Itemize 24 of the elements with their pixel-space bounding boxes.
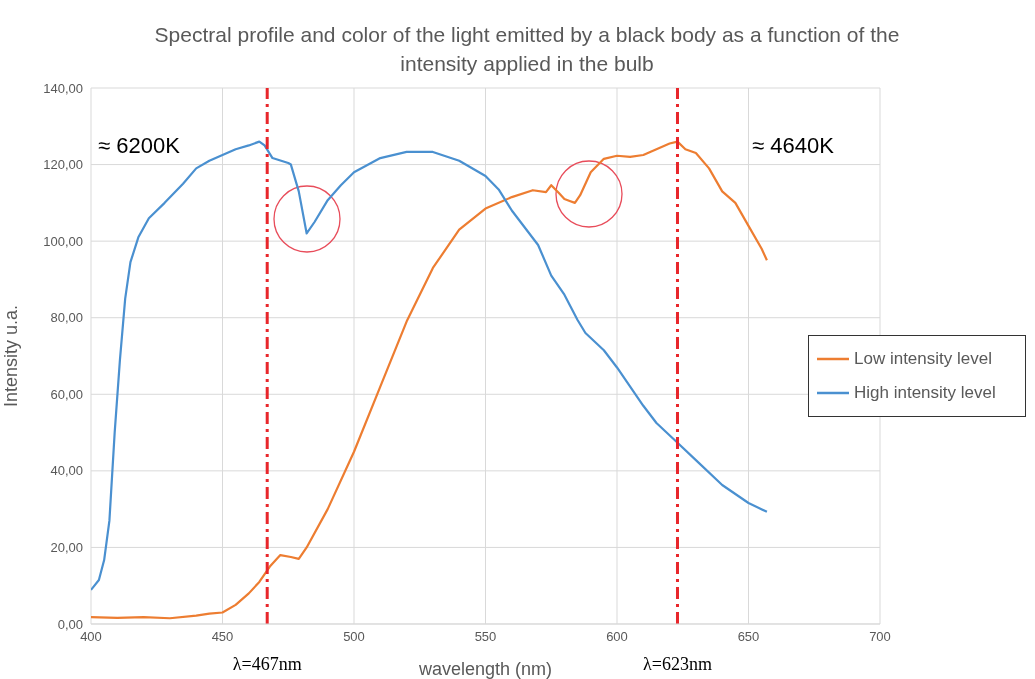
annotation: ≈ 4640K [752,133,834,159]
chart-title: Spectral profile and color of the light emitted by a black body as a function of the intensity applied in the bulb [153,22,901,77]
y-axis-title: Intensity u.a. [1,304,22,408]
x-tick-label: 450 [211,629,234,645]
x-tick-label: 650 [737,629,760,645]
y-tick-label: 80,00 [50,310,83,326]
x-tick-label: 400 [80,629,102,645]
y-tick-label: 100,00 [43,233,83,249]
y-tick-label: 120,00 [43,157,83,173]
x-tick-label: 550 [474,629,497,645]
ref-line-label: λ=467nm [232,654,302,674]
x-tick-label: 500 [343,629,365,645]
y-tick-label: 140,00 [43,80,83,96]
y-tick-label: 40,00 [50,463,83,479]
legend-label: Low intensity level [854,349,992,369]
x-tick-label: 700 [869,629,891,645]
x-tick-label: 600 [606,629,628,645]
ref-line-label: λ=623nm [643,654,712,674]
x-axis-title: wavelength (nm) [417,659,553,679]
y-tick-label: 60,00 [50,386,83,402]
legend-label: High intensity level [854,383,996,403]
y-tick-label: 20,00 [50,540,83,556]
y-tick-label: 0,00 [57,616,83,632]
annotation: ≈ 6200K [98,133,180,159]
